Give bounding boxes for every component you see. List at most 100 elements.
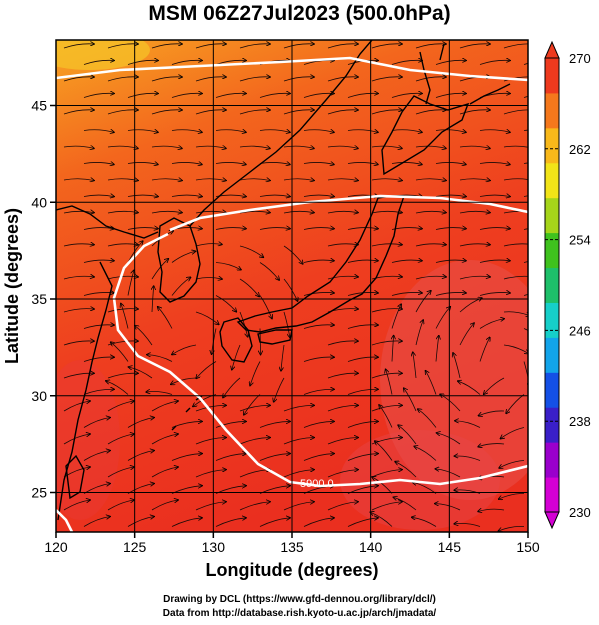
streamline	[283, 110, 314, 115]
streamline	[215, 130, 246, 133]
streamline	[239, 405, 270, 412]
streamline	[106, 381, 129, 395]
streamline	[327, 276, 358, 280]
wind-streamlines	[63, 44, 528, 531]
streamline	[523, 361, 528, 387]
x-tick-label: 130	[202, 539, 226, 555]
streamline	[215, 60, 246, 65]
streamline	[127, 195, 158, 197]
streamline	[437, 433, 461, 445]
streamline	[195, 110, 226, 115]
colorbar-tick-label: 238	[569, 414, 591, 429]
streamline	[404, 388, 417, 412]
streamline	[171, 454, 202, 461]
streamline	[435, 260, 466, 262]
streamline	[371, 405, 402, 412]
streamline	[371, 77, 402, 82]
streamline	[327, 502, 358, 511]
streamline	[107, 77, 138, 82]
streamline	[523, 261, 528, 263]
streamline	[171, 93, 202, 98]
streamline	[303, 130, 334, 133]
streamline	[239, 245, 263, 257]
streamline	[83, 195, 114, 197]
streamline	[151, 211, 182, 213]
streamline	[195, 437, 226, 445]
streamline	[196, 361, 217, 379]
streamline	[391, 260, 422, 262]
streamline	[418, 409, 437, 428]
streamline	[479, 292, 510, 296]
streamline	[107, 434, 134, 445]
streamline	[479, 130, 510, 133]
streamline	[425, 371, 437, 395]
streamline	[195, 179, 226, 181]
streamline	[107, 500, 134, 511]
streamline	[83, 389, 114, 395]
streamline	[195, 211, 226, 213]
streamline	[63, 373, 94, 379]
streamline	[370, 512, 393, 527]
streamline	[303, 421, 334, 428]
streamline	[259, 93, 290, 98]
streamline	[171, 60, 202, 65]
streamline	[415, 146, 446, 148]
colorbar-segment	[545, 197, 559, 234]
streamline	[453, 353, 461, 379]
streamline	[107, 44, 138, 49]
streamline	[107, 401, 134, 412]
streamline	[498, 526, 525, 531]
streamline	[479, 60, 510, 65]
colorbar-segment	[545, 372, 559, 408]
streamline	[347, 454, 378, 461]
streamline	[435, 60, 466, 65]
streamline	[107, 211, 138, 213]
streamline	[478, 410, 505, 416]
streamline	[283, 179, 314, 181]
streamline	[347, 421, 378, 428]
streamline	[195, 44, 226, 49]
streamline	[454, 456, 481, 461]
streamline	[63, 276, 94, 280]
streamline	[171, 162, 202, 164]
colorbar-segment	[545, 232, 559, 269]
streamline	[371, 211, 402, 213]
colorbar-segment	[545, 127, 559, 164]
streamline	[274, 377, 285, 402]
streamline	[415, 276, 446, 280]
streamline	[195, 146, 226, 148]
streamline	[435, 469, 461, 478]
streamline	[128, 367, 153, 379]
streamline	[327, 373, 358, 379]
streamline	[435, 195, 466, 197]
streamline	[283, 245, 303, 264]
streamline	[127, 228, 158, 230]
streamline	[281, 344, 285, 371]
x-tick-label: 150	[516, 539, 540, 555]
streamline	[158, 307, 173, 329]
streamline	[523, 195, 528, 197]
streamline	[303, 292, 334, 296]
streamline	[63, 146, 94, 148]
streamline	[83, 357, 114, 362]
streamline	[239, 146, 270, 148]
streamline	[523, 162, 528, 164]
streamline	[327, 244, 358, 246]
streamline	[127, 130, 158, 133]
streamline	[303, 454, 334, 461]
streamline	[127, 451, 154, 461]
streamline	[398, 425, 417, 445]
streamline	[107, 244, 138, 246]
streamline	[415, 77, 446, 82]
streamline	[83, 451, 110, 461]
streamline	[435, 93, 466, 98]
y-tick-label: 45	[31, 98, 47, 114]
streamline	[83, 292, 114, 296]
streamline	[479, 162, 510, 164]
streamline	[127, 418, 154, 428]
streamline	[239, 311, 248, 337]
streamline	[239, 437, 270, 445]
streamline	[499, 460, 525, 469]
streamline	[415, 110, 446, 115]
field-patches	[56, 40, 528, 530]
